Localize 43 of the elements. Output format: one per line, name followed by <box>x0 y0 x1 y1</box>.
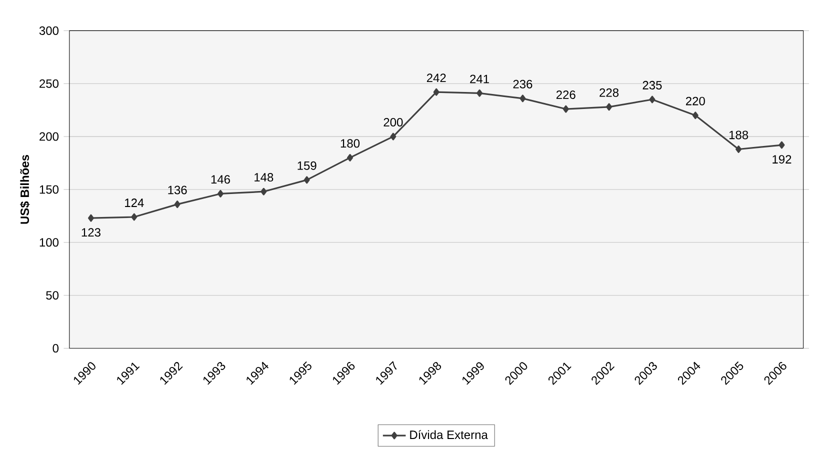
data-label: 220 <box>686 96 705 106</box>
point <box>433 88 440 96</box>
point <box>347 154 354 162</box>
data-label: 146 <box>211 174 230 184</box>
y-tick-label: 100 <box>40 238 59 246</box>
data-label: 192 <box>772 154 792 164</box>
point <box>520 94 526 102</box>
data-label: 236 <box>513 80 532 88</box>
point <box>606 103 612 110</box>
data-label: 188 <box>729 130 748 140</box>
y-tick-label: 50 <box>46 290 59 300</box>
y-tick-label: 200 <box>40 132 59 141</box>
data-label: 228 <box>600 88 619 97</box>
point <box>649 96 656 104</box>
point <box>562 105 569 113</box>
legend-label: Dívida Externa <box>410 430 488 439</box>
y-tick-label: 250 <box>40 79 59 88</box>
y-tick-label: 0 <box>52 344 59 352</box>
point <box>778 141 785 149</box>
y-axis-title: US$ Bilhões <box>20 154 30 224</box>
point <box>692 111 698 119</box>
point <box>390 132 396 140</box>
data-label: 136 <box>168 186 187 194</box>
data-label: 242 <box>426 73 446 82</box>
data-label: 235 <box>642 80 662 90</box>
data-label: 148 <box>254 172 274 182</box>
data-label: 226 <box>556 90 576 99</box>
point <box>88 214 94 222</box>
data-label: 180 <box>340 138 360 148</box>
point <box>174 200 180 208</box>
data-label: 159 <box>298 161 316 170</box>
data-label: 123 <box>82 228 100 236</box>
point <box>476 89 483 97</box>
data-label: 200 <box>384 118 403 126</box>
y-tick-label: 150 <box>40 185 59 194</box>
data-label: 124 <box>125 198 144 207</box>
y-tick-label: 300 <box>39 26 59 35</box>
point <box>131 213 138 221</box>
data-label: 241 <box>470 74 489 83</box>
point <box>217 190 224 198</box>
point <box>260 188 267 196</box>
point <box>304 176 310 184</box>
point <box>736 145 742 153</box>
